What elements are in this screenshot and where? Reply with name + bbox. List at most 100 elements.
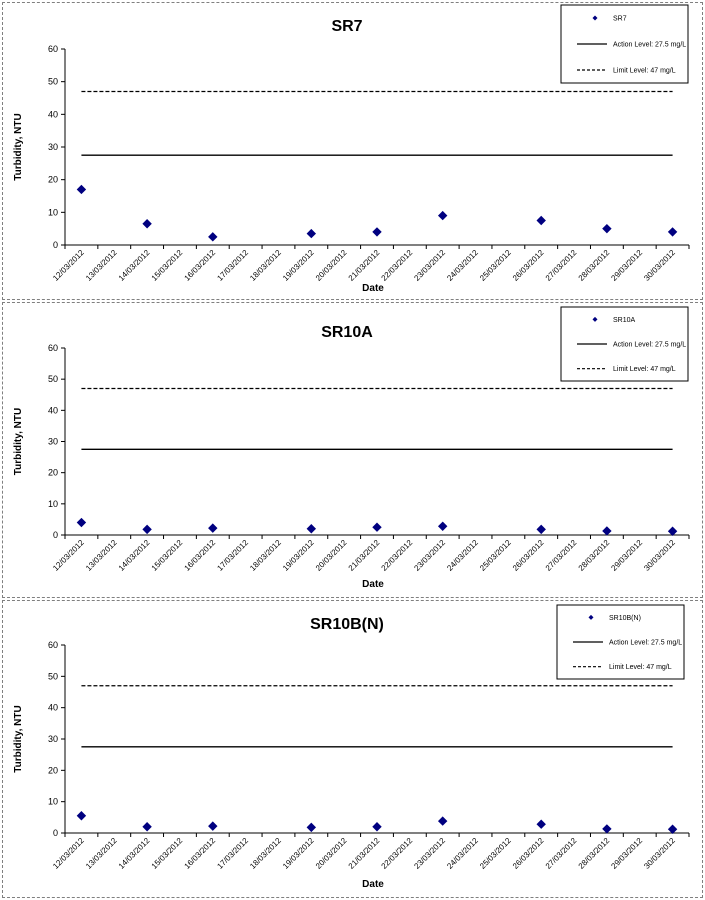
x-tick-label: 15/03/2012 <box>150 248 185 283</box>
x-tick-label: 12/03/2012 <box>51 248 86 283</box>
y-tick-label: 40 <box>48 703 58 713</box>
x-tick-label: 16/03/2012 <box>183 248 218 283</box>
x-tick-label: 15/03/2012 <box>150 538 185 573</box>
data-point <box>536 819 546 829</box>
data-point <box>602 526 612 536</box>
data-point <box>142 219 152 229</box>
x-tick-label: 15/03/2012 <box>150 836 185 871</box>
x-tick-label: 27/03/2012 <box>544 538 579 573</box>
data-point <box>602 824 612 834</box>
x-tick-label: 26/03/2012 <box>511 248 546 283</box>
legend-label: Action Level: 27.5 mg/L <box>613 342 686 349</box>
legend-label: Limit Level: 47 mg/L <box>613 366 676 373</box>
y-tick-label: 20 <box>48 175 58 185</box>
y-tick-label: 20 <box>48 468 58 478</box>
data-point <box>142 822 152 832</box>
x-tick-label: 23/03/2012 <box>412 538 447 573</box>
x-tick-label: 27/03/2012 <box>544 836 579 871</box>
y-tick-label: 30 <box>48 142 58 152</box>
chart-svg: SR7 0 10 20 30 40 50 60 Turbidity, NTU 12/03/2012… <box>13 4 690 294</box>
x-tick-label: 18/03/2012 <box>248 248 283 283</box>
x-tick-label: 17/03/2012 <box>215 836 250 871</box>
legend: SR10A Action Level: 27.5 mg/L Limit Level:… <box>560 306 689 382</box>
legend-label: Limit Level: 47 mg/L <box>609 664 672 671</box>
y-tick-label: 20 <box>48 765 58 775</box>
x-tick-label: 13/03/2012 <box>84 836 119 871</box>
x-tick-label: 12/03/2012 <box>51 538 86 573</box>
x-tick-label: 30/03/2012 <box>642 248 677 283</box>
data-point <box>437 816 448 826</box>
y-tick-label: 30 <box>48 437 58 447</box>
data-point <box>142 524 152 535</box>
y-tick-label: 50 <box>48 77 58 87</box>
x-tick-label: 22/03/2012 <box>380 538 415 573</box>
y-tick-label: 50 <box>48 671 58 681</box>
chart-panel-sr7: SR7 0 10 20 30 40 50 60 Turbidity, NTU 12/03/2012… <box>2 2 703 300</box>
y-tick-label: 40 <box>48 109 58 119</box>
chart-svg: SR10B(N) 0 10 20 30 40 50 60 Turbidity, NTU 12/03… <box>13 604 690 890</box>
data-point <box>667 227 678 237</box>
data-point <box>306 228 317 239</box>
x-tick-label: 26/03/2012 <box>511 538 546 573</box>
x-tick-label: 30/03/2012 <box>642 836 677 871</box>
legend-marker <box>592 15 598 21</box>
data-point <box>372 227 382 237</box>
x-tick-label: 18/03/2012 <box>248 538 283 573</box>
x-tick-label: 28/03/2012 <box>577 836 612 871</box>
x-tick-label: 22/03/2012 <box>380 836 415 871</box>
data-point <box>437 521 448 531</box>
legend-label: SR10A <box>613 317 636 324</box>
data-point <box>306 524 317 534</box>
y-tick-label: 10 <box>48 797 58 807</box>
x-tick-label: 16/03/2012 <box>183 836 218 871</box>
legend: SR10B(N) Action Level: 27.5 mg/L Limit Lev… <box>556 604 685 680</box>
data-point <box>667 526 678 536</box>
legend-label: Limit Level: 47 mg/L <box>613 68 676 75</box>
data-point <box>372 822 382 832</box>
y-axis-label: Turbidity, NTU <box>13 113 24 180</box>
chart-panel-sr10a: SR10A 0 10 20 30 40 50 60 Turbidity, NTU 12/03/20… <box>2 302 703 598</box>
x-tick-label: 18/03/2012 <box>248 836 283 871</box>
x-tick-label: 24/03/2012 <box>445 248 480 283</box>
data-point <box>208 523 218 533</box>
x-tick-label: 21/03/2012 <box>347 836 382 871</box>
data-point <box>536 524 546 535</box>
x-tick-label: 29/03/2012 <box>609 538 644 573</box>
y-tick-label: 0 <box>53 530 58 540</box>
chart-title: SR10B(N) <box>310 616 384 633</box>
x-tick-label: 20/03/2012 <box>314 538 349 573</box>
x-tick-label: 12/03/2012 <box>51 836 86 871</box>
x-tick-label: 13/03/2012 <box>84 538 119 573</box>
legend-label: SR10B(N) <box>609 615 641 622</box>
x-tick-label: 24/03/2012 <box>445 538 480 573</box>
x-tick-label: 19/03/2012 <box>281 248 316 283</box>
data-point <box>76 811 87 821</box>
x-tick-label: 17/03/2012 <box>215 538 250 573</box>
x-tick-label: 21/03/2012 <box>347 538 382 573</box>
x-tick-label: 20/03/2012 <box>314 248 349 283</box>
y-tick-label: 60 <box>48 343 58 353</box>
y-tick-label: 30 <box>48 734 58 744</box>
legend-label: SR7 <box>613 16 627 23</box>
y-tick-label: 10 <box>48 207 58 217</box>
x-tick-label: 29/03/2012 <box>609 248 644 283</box>
legend-marker <box>592 316 598 322</box>
chart-title: SR7 <box>331 18 362 35</box>
data-point <box>602 223 612 234</box>
x-tick-label: 19/03/2012 <box>281 836 316 871</box>
x-tick-label: 26/03/2012 <box>511 836 546 871</box>
legend-label: Action Level: 27.5 mg/L <box>609 640 682 647</box>
chart-panel-sr10b-n: SR10B(N) 0 10 20 30 40 50 60 Turbidity, NTU 12/03… <box>2 600 703 898</box>
x-tick-label: 14/03/2012 <box>117 248 152 283</box>
x-tick-label: 23/03/2012 <box>412 248 447 283</box>
x-tick-label: 25/03/2012 <box>478 538 513 573</box>
x-tick-label: 20/03/2012 <box>314 836 349 871</box>
x-tick-label: 14/03/2012 <box>117 538 152 573</box>
x-tick-label: 13/03/2012 <box>84 248 119 283</box>
x-tick-label: 17/03/2012 <box>215 248 250 283</box>
x-tick-label: 28/03/2012 <box>577 248 612 283</box>
legend: SR7 Action Level: 27.5 mg/L Limit Level: 4… <box>560 4 689 84</box>
x-tick-label: 28/03/2012 <box>577 538 612 573</box>
x-tick-label: 25/03/2012 <box>478 836 513 871</box>
